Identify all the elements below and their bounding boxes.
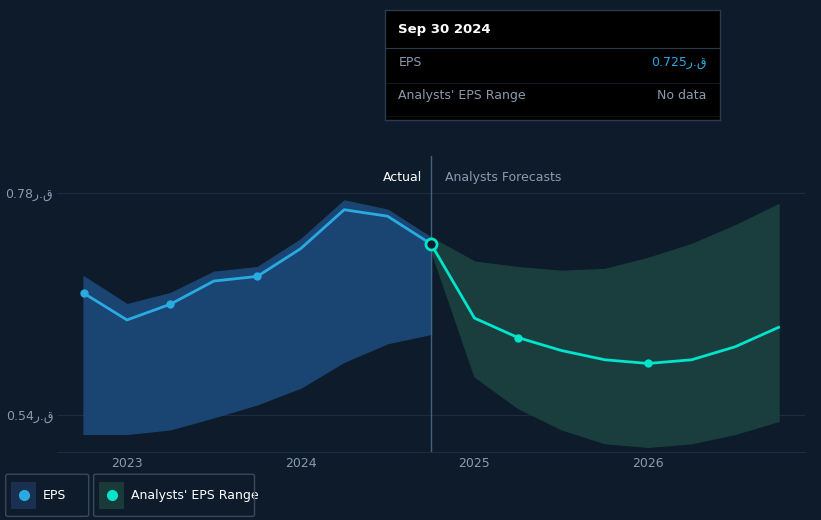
Text: Analysts Forecasts: Analysts Forecasts bbox=[445, 171, 562, 184]
Text: No data: No data bbox=[658, 89, 707, 102]
Text: EPS: EPS bbox=[43, 489, 66, 502]
Text: Analysts' EPS Range: Analysts' EPS Range bbox=[398, 89, 526, 102]
Text: 0.725ر.ق: 0.725ر.ق bbox=[651, 56, 707, 69]
Text: Actual: Actual bbox=[383, 171, 422, 184]
Text: Analysts' EPS Range: Analysts' EPS Range bbox=[131, 489, 258, 502]
Text: Sep 30 2024: Sep 30 2024 bbox=[398, 23, 491, 36]
Text: EPS: EPS bbox=[398, 56, 422, 69]
